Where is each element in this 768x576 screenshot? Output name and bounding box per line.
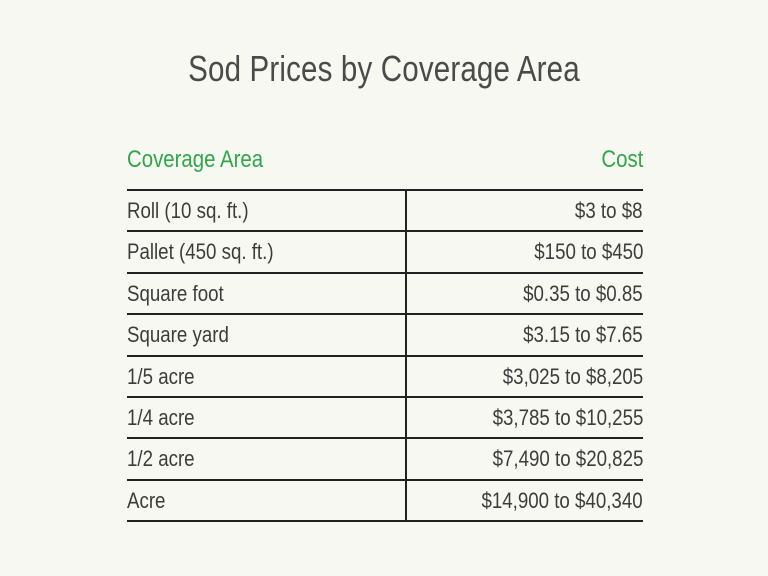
coverage-area: 1/2 acre — [127, 446, 195, 472]
row-divider — [127, 271, 643, 274]
row-divider — [127, 354, 643, 357]
cost: $3.15 to $7.65 — [523, 322, 643, 348]
coverage-area: Pallet (450 sq. ft.) — [127, 239, 274, 265]
coverage-area: 1/4 acre — [127, 405, 195, 430]
coverage-area: 1/5 acre — [127, 363, 195, 389]
row-divider — [127, 313, 643, 316]
row-divider — [127, 189, 643, 191]
column-header: Coverage Area — [127, 146, 264, 173]
row-divider — [127, 230, 643, 233]
row-divider — [127, 396, 643, 398]
price-table: Coverage Area Cost Roll (10 sq. ft.) $3 to … — [127, 140, 643, 530]
coverage-area: Square foot — [127, 280, 224, 306]
cost: $150 to $450 — [533, 239, 643, 265]
row-divider — [127, 437, 643, 440]
cost: $7,490 to $20,825 — [492, 446, 643, 472]
cost: $3 to $8 — [575, 198, 643, 223]
column-header: Cost — [601, 146, 643, 173]
column-divider — [405, 189, 407, 523]
coverage-area: Roll (10 sq. ft.) — [127, 198, 249, 223]
row-divider — [127, 478, 643, 481]
coverage-area: Acre — [127, 487, 166, 513]
row-divider — [127, 520, 643, 523]
title: Sod Prices by Coverage Area — [188, 48, 580, 89]
cost: $3,785 to $10,255 — [492, 405, 643, 430]
cost: $3,025 to $8,205 — [502, 363, 643, 389]
cost: $14,900 to $40,340 — [481, 487, 643, 513]
cost: $0.35 to $0.85 — [523, 280, 643, 306]
coverage-area: Square yard — [127, 322, 229, 348]
